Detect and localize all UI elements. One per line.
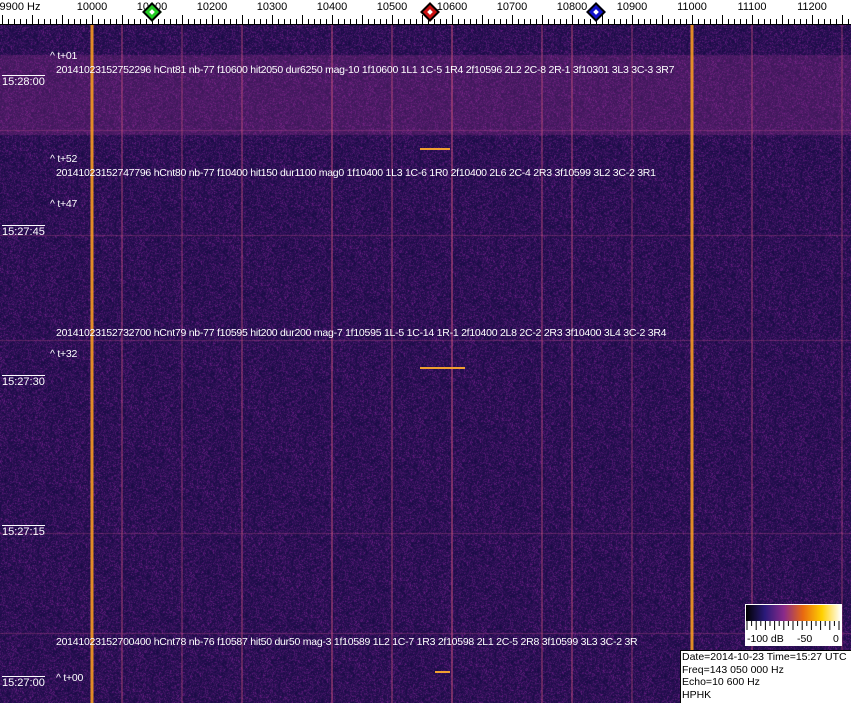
carrier-lines — [90, 25, 843, 703]
info-echo: Echo=10 600 Hz — [682, 676, 760, 688]
frequency-ticks — [0, 15, 851, 25]
colorbar-label-max: 0 — [833, 633, 839, 645]
frequency-tick-label: 11200 — [797, 1, 827, 13]
frequency-tick-label: 9900 Hz — [0, 1, 41, 13]
waterfall-spectrogram — [0, 25, 851, 703]
frequency-tick-label: 10000 — [76, 1, 108, 13]
frequency-tick-label: 10500 — [376, 1, 408, 13]
time-tick-label: 15:27:15 — [2, 525, 45, 538]
detection-label: 20141023152700400 hCnt78 nb-76 f10587 hi… — [56, 636, 638, 648]
detection-label: 20141023152747796 hCnt80 nb-77 f10400 hi… — [56, 167, 656, 179]
time-tick-label: 15:27:45 — [2, 225, 45, 238]
offset-label: ^ t+00 — [56, 672, 84, 684]
detection-label: 20141023152752296 hCnt81 nb-77 f10600 hi… — [56, 64, 675, 76]
offset-label: ^ t+32 — [50, 348, 78, 360]
colorbar-label-min: -100 dB — [747, 633, 784, 645]
info-box: Date=2014-10-23 Time=15:27 UTC Freq=143 … — [680, 650, 851, 703]
frequency-tick-label: 10200 — [196, 1, 228, 13]
time-tick-label: 15:28:00 — [2, 75, 45, 88]
time-tick-label: 15:27:00 — [2, 676, 45, 689]
offset-label: ^ t+47 — [50, 198, 78, 210]
frequency-tick-label: 10800 — [556, 1, 588, 13]
frequency-tick-label: 11100 — [737, 1, 767, 13]
frequency-axis: 9900 Hz100001010010200103001040010500106… — [0, 0, 851, 25]
detection-label: 20141023152732700 hCnt79 nb-77 f10595 hi… — [56, 327, 667, 339]
offset-label: ^ t+01 — [50, 50, 78, 62]
colorbar-ticks — [746, 621, 840, 630]
info-date-time: Date=2014-10-23 Time=15:27 UTC — [682, 651, 847, 663]
colorbar: -100 dB -50 0 — [745, 604, 842, 646]
time-tick-label: 15:27:30 — [2, 375, 45, 388]
offset-label: ^ t+52 — [50, 153, 78, 165]
frequency-tick-label: 10300 — [256, 1, 288, 13]
info-frequency: Freq=143 050 000 Hz — [682, 663, 784, 676]
frequency-tick-label: 10600 — [436, 1, 468, 13]
colorbar-label-mid: -50 — [797, 633, 813, 645]
info-station: HPHK — [682, 688, 712, 701]
frequency-tick-label: 10900 — [616, 1, 648, 13]
frequency-tick-label: 11000 — [677, 1, 707, 13]
frequency-tick-label: 10700 — [496, 1, 528, 13]
colorbar-gradient — [746, 605, 841, 621]
frequency-tick-label: 10400 — [316, 1, 348, 13]
